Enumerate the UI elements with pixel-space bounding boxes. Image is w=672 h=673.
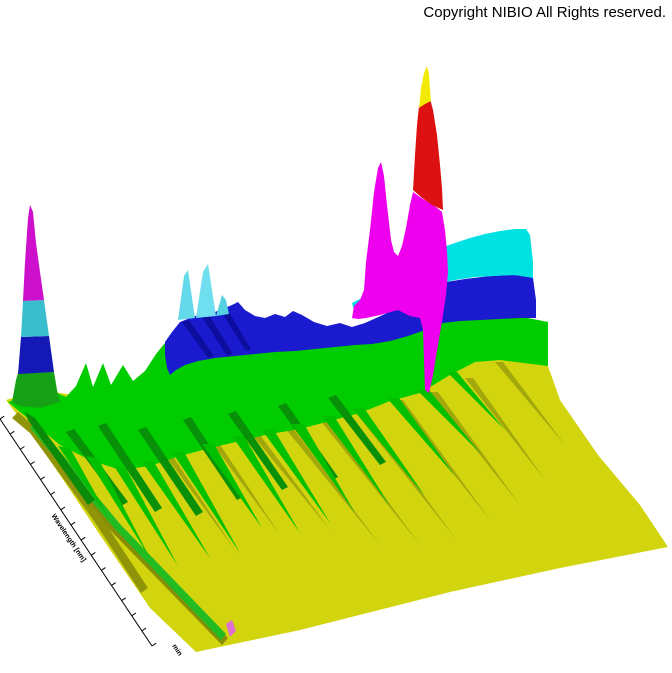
green-finger xyxy=(172,452,240,553)
dark-green-streak xyxy=(328,395,386,465)
front-ridge-green xyxy=(30,424,226,640)
green-finger xyxy=(322,416,390,506)
axis-tick xyxy=(40,476,45,480)
olive-streak xyxy=(165,455,235,550)
axis-tick xyxy=(101,567,106,571)
depth-axis-line xyxy=(0,418,153,647)
leftpeak-magenta xyxy=(23,205,44,301)
axis-tick xyxy=(70,521,76,526)
dark-green-streak xyxy=(138,427,203,516)
dark-blue-streak xyxy=(202,315,233,356)
green-finger xyxy=(202,444,262,528)
ground-shade-band xyxy=(12,412,148,593)
front-ridge-tip xyxy=(226,620,236,637)
olive-streak xyxy=(355,412,455,538)
green-finger xyxy=(387,398,455,476)
axis-tick xyxy=(121,597,127,602)
green-finger xyxy=(232,436,300,533)
green-finger xyxy=(114,466,178,566)
axis-tick xyxy=(60,506,66,511)
leftpeak-blue xyxy=(18,336,54,374)
axis-tick xyxy=(151,642,157,647)
axis-tick xyxy=(19,446,25,450)
cyan-sliver xyxy=(216,295,229,316)
olive-streak xyxy=(285,428,380,545)
peak-yellow-tip xyxy=(419,66,431,108)
min-axis-label: min xyxy=(170,643,183,657)
green-finger xyxy=(352,408,425,496)
green-finger xyxy=(417,390,480,453)
axis-tick xyxy=(0,415,5,420)
dark-blue-streak xyxy=(182,320,214,358)
axis-tick xyxy=(90,552,96,556)
axis-tick xyxy=(9,430,15,435)
olive-streak xyxy=(465,378,545,480)
green-finger xyxy=(447,372,505,430)
olive-streak xyxy=(250,432,330,530)
olive-streak xyxy=(210,440,280,535)
olive-streak xyxy=(320,420,420,545)
green-finger xyxy=(292,424,355,513)
axis-tick xyxy=(30,461,35,465)
axis-tick xyxy=(141,627,147,632)
axis-tick xyxy=(80,536,86,541)
green-finger xyxy=(142,462,210,558)
axis-tick xyxy=(131,612,137,617)
axis-tick xyxy=(50,491,56,496)
red-band xyxy=(413,95,443,210)
copyright-notice: Copyright NIBIO All Rights reserved. xyxy=(423,4,666,21)
left-shadow-streak xyxy=(25,412,95,505)
cyan-peaklet-2 xyxy=(196,264,216,318)
dark-blue-streak xyxy=(221,309,251,351)
dark-green-streak xyxy=(228,411,288,490)
leftpeak-green xyxy=(12,372,60,408)
leftpeak-cyan xyxy=(21,300,49,337)
axis-tick xyxy=(111,582,116,586)
green-finger xyxy=(86,456,150,558)
magenta-cluster xyxy=(352,162,448,393)
dark-green-streak xyxy=(98,423,162,512)
green-finger xyxy=(262,430,330,523)
green-finger xyxy=(58,446,110,520)
cyan-peaklet-1 xyxy=(178,270,195,320)
olive-streak xyxy=(495,362,565,445)
